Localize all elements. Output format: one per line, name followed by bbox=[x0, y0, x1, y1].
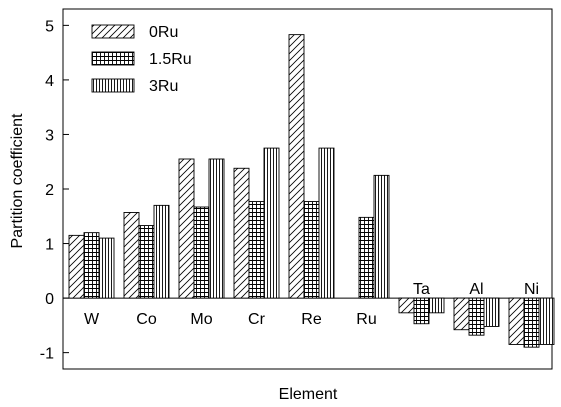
legend-label-1-5ru: 1.5Ru bbox=[149, 51, 192, 68]
bar-ni-3ru bbox=[538, 297, 555, 345]
legend: 0Ru 1.5Ru 3Ru bbox=[91, 24, 192, 95]
category-label-ru: Ru bbox=[356, 311, 376, 328]
bar-re-1-5ru bbox=[303, 201, 320, 299]
category-labels: W Co Mo Cr Re Ru Ta Al Ni bbox=[84, 281, 539, 328]
bar-w-1-5ru bbox=[83, 232, 100, 299]
y-tick-label: 4 bbox=[45, 73, 54, 90]
category-label-cr: Cr bbox=[248, 311, 266, 328]
legend-label-0ru: 0Ru bbox=[149, 24, 178, 41]
legend-swatch-0ru bbox=[91, 24, 135, 39]
x-axis-label: Element bbox=[279, 386, 338, 403]
bar-cr-1-5ru bbox=[248, 201, 265, 299]
bar-al-3ru bbox=[483, 297, 500, 327]
bar-ni-1-5ru bbox=[523, 297, 540, 348]
bar-w-3ru bbox=[98, 237, 115, 299]
bar-ru-3ru bbox=[373, 174, 390, 299]
bar-ru-1-5ru bbox=[358, 216, 375, 299]
category-label-ni: Ni bbox=[524, 281, 539, 298]
y-tick-label: 3 bbox=[45, 127, 54, 144]
category-label-ta: Ta bbox=[413, 281, 430, 298]
bar-ta-3ru bbox=[428, 297, 445, 314]
bars-group bbox=[68, 34, 555, 348]
bar-cr-3ru bbox=[263, 147, 280, 299]
y-tick-label: 5 bbox=[45, 18, 54, 35]
bar-al-0ru bbox=[453, 297, 470, 331]
legend-swatch-1-5ru bbox=[91, 51, 135, 66]
bar-co-0ru bbox=[123, 212, 140, 299]
bar-mo-0ru bbox=[178, 158, 195, 299]
bar-ta-0ru bbox=[398, 297, 415, 314]
legend-label-3ru: 3Ru bbox=[149, 78, 178, 95]
bar-al-1-5ru bbox=[468, 297, 485, 336]
bar-mo-3ru bbox=[208, 158, 225, 299]
y-axis-ticks: -1 0 1 2 3 4 5 bbox=[40, 18, 69, 363]
category-label-al: Al bbox=[469, 281, 483, 298]
y-tick-label: 0 bbox=[45, 291, 54, 308]
legend-swatch-3ru bbox=[91, 78, 135, 93]
bar-ta-1-5ru bbox=[413, 297, 430, 325]
y-tick-label: -1 bbox=[40, 346, 54, 363]
category-label-re: Re bbox=[301, 311, 322, 328]
bar-re-0ru bbox=[288, 34, 305, 299]
y-tick-label: 2 bbox=[45, 182, 54, 199]
category-label-co: Co bbox=[136, 311, 157, 328]
y-tick-label: 1 bbox=[45, 237, 54, 254]
category-label-w: W bbox=[84, 311, 100, 328]
bar-co-1-5ru bbox=[138, 225, 155, 299]
y-axis-label: Partition coefficient bbox=[9, 113, 26, 248]
bar-mo-1-5ru bbox=[193, 206, 210, 299]
bar-re-3ru bbox=[318, 147, 335, 299]
bar-w-0ru bbox=[68, 234, 85, 299]
bar-ni-0ru bbox=[508, 297, 525, 345]
category-label-mo: Mo bbox=[190, 311, 212, 328]
bar-cr-0ru bbox=[233, 167, 250, 299]
bar-co-3ru bbox=[153, 204, 170, 299]
